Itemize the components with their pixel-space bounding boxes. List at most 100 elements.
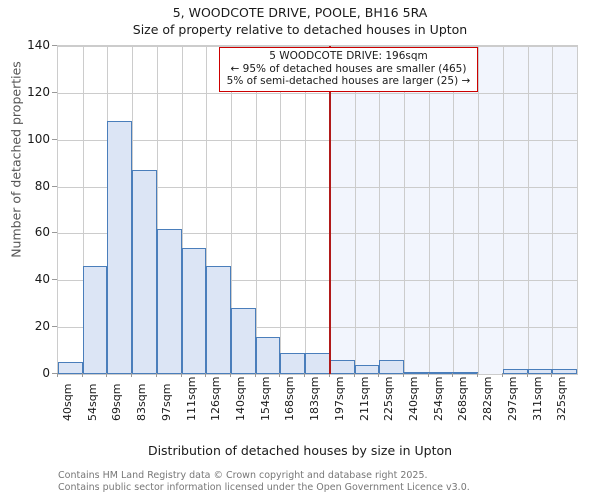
- gridline-y-60: [58, 233, 577, 235]
- y-tick-label-20: 20: [34, 319, 50, 334]
- attribution-footer: Contains HM Land Registry data © Crown c…: [58, 470, 598, 493]
- gridline-x-10: [305, 46, 307, 374]
- x-tick-label-240sqm: 240sqm: [407, 376, 420, 421]
- gridline-x-19: [527, 46, 529, 374]
- gridline-x-15: [428, 46, 430, 374]
- bar-97sqm: [156, 228, 182, 374]
- bar-40sqm: [58, 362, 83, 374]
- gridline-x-9: [280, 46, 282, 374]
- bar-325sqm: [552, 369, 577, 374]
- bar-225sqm: [379, 359, 404, 374]
- x-tick-label-168sqm: 168sqm: [283, 376, 297, 421]
- gridline-y-20: [58, 327, 577, 329]
- annotation-line-2: ← 95% of detached houses are smaller (46…: [230, 62, 467, 75]
- histogram-bars: [58, 46, 577, 374]
- y-tick-mark-120: [52, 91, 57, 93]
- bar-140sqm: [231, 308, 256, 374]
- x-tick-label-183sqm: 183sqm: [308, 376, 322, 421]
- y-tick-label-100: 100: [27, 131, 50, 146]
- x-tick-mark-268sqm: [452, 373, 454, 377]
- gridline-x-5: [181, 46, 183, 374]
- x-tick-label-282sqm: 282sqm: [481, 376, 495, 421]
- x-tick-mark-225sqm: [378, 373, 380, 377]
- property-annotation-box: 5 WOODCOTE DRIVE: 196sqm ← 95% of detach…: [219, 47, 478, 92]
- y-tick-mark-0: [52, 373, 57, 374]
- x-tick-label-140sqm: 140sqm: [234, 376, 247, 421]
- x-tick-mark-297sqm: [501, 373, 503, 377]
- x-tick-label-69sqm: 69sqm: [110, 383, 124, 421]
- bar-69sqm: [107, 120, 133, 374]
- y-axis-title: Number of detached properties: [8, 61, 24, 258]
- gridline-x-16: [453, 46, 455, 374]
- bar-211sqm: [354, 364, 380, 374]
- gridline-x-20: [552, 46, 554, 374]
- bar-240sqm: [404, 371, 429, 374]
- y-tick-mark-60: [52, 232, 57, 234]
- bar-111sqm: [181, 247, 207, 374]
- x-tick-mark-168sqm: [279, 373, 281, 377]
- bar-311sqm: [527, 369, 553, 374]
- y-tick-label-0: 0: [42, 366, 50, 380]
- x-tick-mark-83sqm: [131, 373, 133, 377]
- x-tick-mark-126sqm: [205, 373, 207, 377]
- bar-83sqm: [132, 170, 157, 374]
- footer-line-1: Contains HM Land Registry data © Crown c…: [58, 470, 428, 481]
- x-tick-mark-211sqm: [353, 373, 355, 377]
- x-tick-mark-240sqm: [403, 373, 404, 377]
- x-tick-label-254sqm: 254sqm: [431, 376, 445, 421]
- y-tick-mark-80: [52, 185, 57, 187]
- x-tick-mark-282sqm: [477, 373, 479, 377]
- y-tick-label-140: 140: [27, 38, 50, 52]
- y-tick-label-40: 40: [34, 272, 50, 287]
- x-tick-label-225sqm: 225sqm: [382, 376, 396, 421]
- x-tick-mark-197sqm: [328, 373, 330, 377]
- x-tick-label-311sqm: 311sqm: [530, 376, 544, 421]
- annotation-line-1: 5 WOODCOTE DRIVE: 196sqm: [269, 50, 428, 62]
- bar-126sqm: [206, 266, 231, 374]
- x-tick-label-325sqm: 325sqm: [555, 376, 569, 421]
- x-tick-label-126sqm: 126sqm: [209, 376, 223, 421]
- x-tick-mark-54sqm: [81, 373, 83, 377]
- x-axis-title: Distribution of detached houses by size …: [147, 443, 453, 458]
- y-tick-mark-140: [52, 45, 57, 46]
- bar-183sqm: [305, 352, 330, 374]
- bar-254sqm: [428, 371, 454, 374]
- gridline-y-40: [58, 280, 577, 282]
- gridline-x-4: [156, 46, 158, 374]
- x-tick-mark-325sqm: [551, 373, 553, 377]
- gridline-x-14: [404, 46, 405, 374]
- x-tick-label-40sqm: 40sqm: [61, 383, 74, 421]
- x-tick-label-297sqm: 297sqm: [505, 376, 519, 421]
- x-tick-mark-311sqm: [526, 373, 528, 377]
- bar-297sqm: [502, 369, 528, 374]
- x-tick-label-268sqm: 268sqm: [456, 376, 470, 421]
- gridline-x-1: [82, 46, 84, 374]
- y-tick-label-120: 120: [27, 84, 50, 99]
- bar-54sqm: [82, 266, 108, 374]
- gridline-y-100: [58, 139, 577, 141]
- gridline-y-120: [58, 92, 577, 94]
- bar-154sqm: [255, 336, 281, 374]
- x-tick-mark-183sqm: [304, 373, 306, 377]
- gridline-x-13: [379, 46, 381, 374]
- x-tick-mark-40sqm: [57, 373, 58, 377]
- annotation-line-3: 5% of semi-detached houses are larger (2…: [226, 75, 471, 87]
- x-tick-label-54sqm: 54sqm: [85, 383, 99, 421]
- x-tick-label-154sqm: 154sqm: [258, 376, 272, 421]
- gridline-x-12: [354, 46, 356, 374]
- bar-197sqm: [329, 359, 355, 374]
- gridline-x-7: [231, 46, 232, 374]
- x-tick-mark-140sqm: [230, 373, 231, 377]
- gridline-x-18: [502, 46, 504, 374]
- gridline-x-6: [206, 46, 208, 374]
- x-tick-mark-254sqm: [427, 373, 429, 377]
- y-tick-mark-100: [52, 138, 57, 140]
- property-size-marker-line: [328, 46, 331, 374]
- x-tick-label-83sqm: 83sqm: [135, 383, 149, 421]
- x-tick-label-197sqm: 197sqm: [332, 376, 346, 421]
- bar-168sqm: [280, 352, 306, 374]
- bar-268sqm: [453, 371, 479, 374]
- gridline-x-8: [255, 46, 257, 374]
- x-tick-mark-69sqm: [106, 373, 108, 377]
